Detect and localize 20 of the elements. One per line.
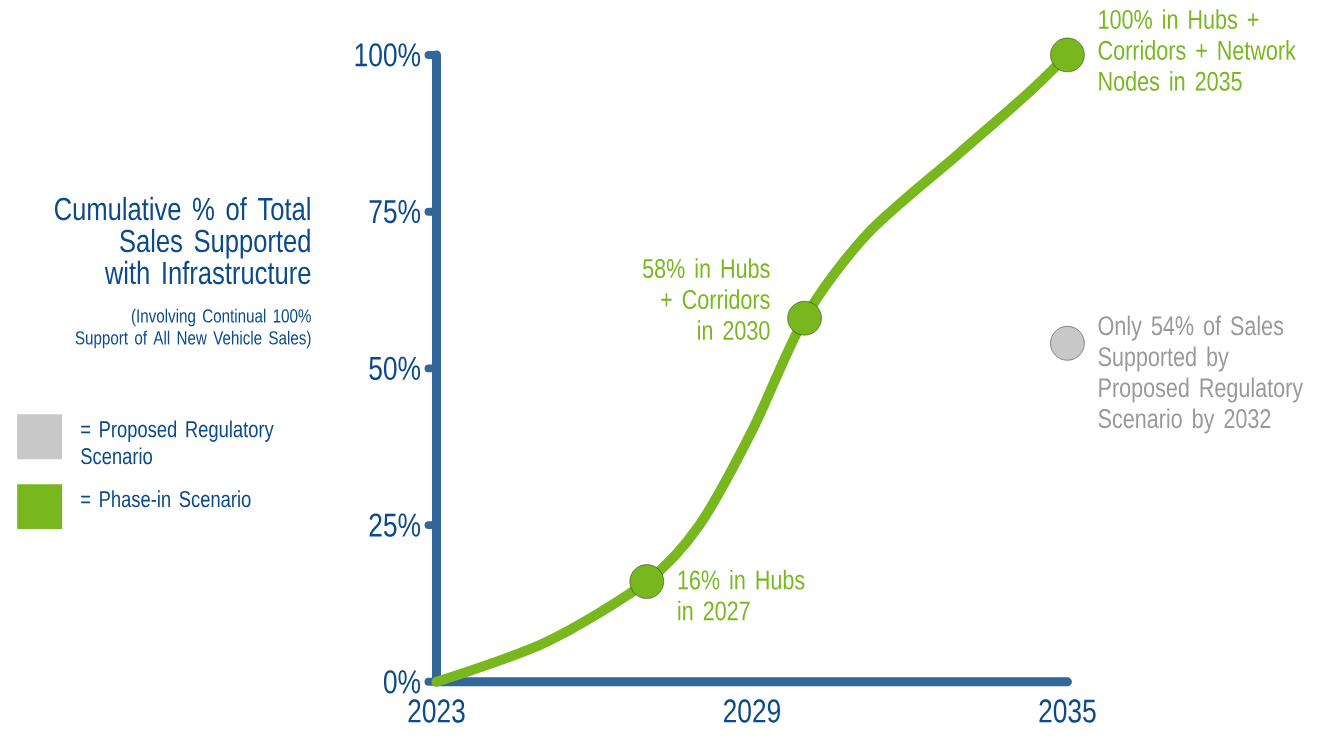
text: (Involving Continual 100% Support of All New Vehicle Sales) bbox=[75, 308, 311, 349]
annotation: 100% in Hubs + Corridors + Network Nodes in 2035 bbox=[1098, 9, 1296, 91]
legend-label: = Proposed Regulatory Scenario bbox=[81, 420, 274, 465]
point bbox=[629, 564, 664, 599]
annotation: 16% in Hubs in 2027 bbox=[678, 569, 805, 621]
x-tick-label: 2023 bbox=[408, 699, 465, 723]
y-tick-label: 0% bbox=[383, 670, 421, 694]
y-tick-label: 25% bbox=[369, 513, 421, 537]
x-tick-label: 2035 bbox=[1039, 699, 1096, 723]
annotation: Only 54% of Sales Supported by Proposed Regulatory Scenario by 2032 bbox=[1098, 315, 1304, 434]
x-tick-label: 2029 bbox=[723, 699, 780, 723]
annotation: 58% in Hubs + Corridors in 2030 bbox=[643, 258, 770, 341]
y-tick-label: 100% bbox=[355, 43, 421, 67]
point bbox=[1050, 37, 1085, 73]
point bbox=[1050, 326, 1085, 361]
y-tick-label: 50% bbox=[369, 356, 421, 381]
y-axis-title: Cumulative % of Total Sales Supported with Infrastructure bbox=[54, 197, 311, 285]
y-tick-label: 75% bbox=[369, 200, 421, 224]
legend-label: = Phase-in Scenario bbox=[81, 490, 251, 508]
point bbox=[787, 301, 822, 336]
